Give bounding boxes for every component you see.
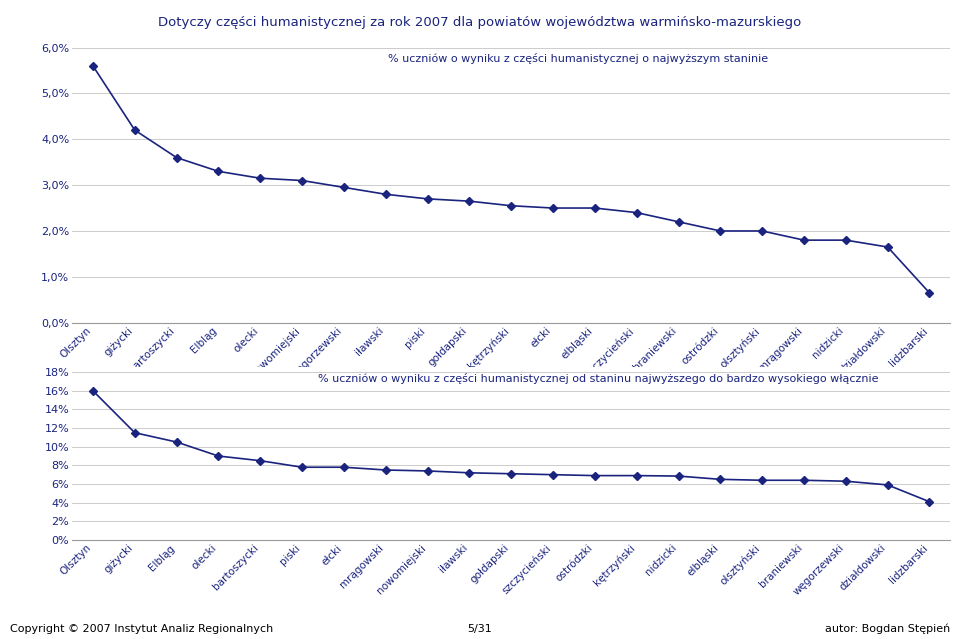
Text: Dotyczy części humanistycznej za rok 2007 dla powiatów województwa warmińsko-maz: Dotyczy części humanistycznej za rok 200… [158, 16, 802, 29]
Text: 5/31: 5/31 [468, 624, 492, 634]
Text: % uczniów o wyniku z części humanistycznej o najwyższym staninie: % uczniów o wyniku z części humanistyczn… [388, 52, 768, 63]
Text: Copyright © 2007 Instytut Analiz Regionalnych: Copyright © 2007 Instytut Analiz Regiona… [10, 624, 273, 634]
Text: % uczniów o wyniku z części humanistycznej od staninu najwyższego do bardzo wyso: % uczniów o wyniku z części humanistyczn… [318, 373, 878, 383]
Text: autor: Bogdan Stępień: autor: Bogdan Stępień [826, 624, 950, 634]
